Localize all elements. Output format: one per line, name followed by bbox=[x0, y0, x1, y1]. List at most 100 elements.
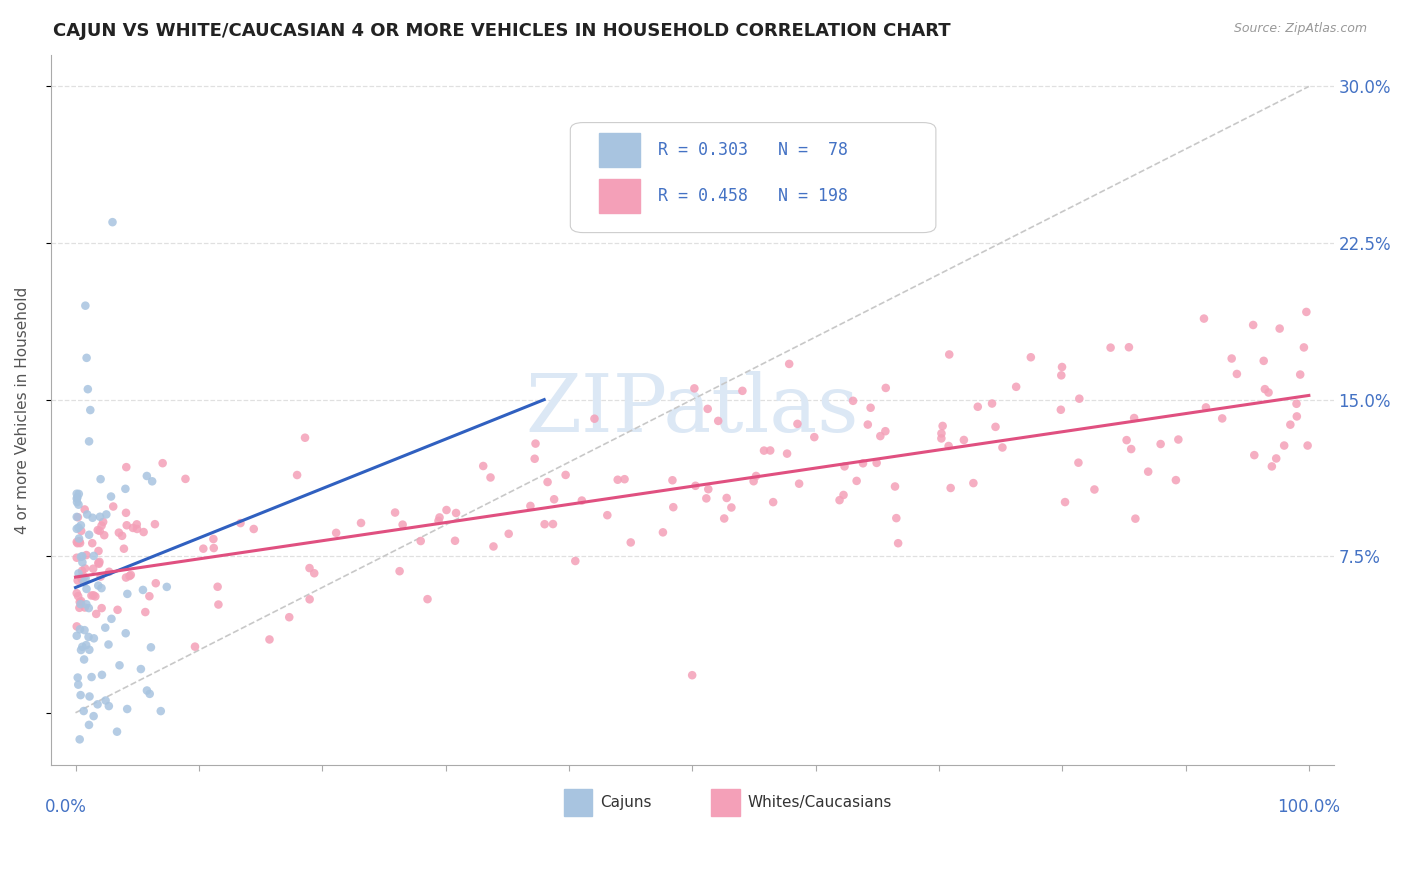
Point bbox=[1137, 465, 1160, 479]
Point bbox=[884, 479, 907, 493]
Text: 100.0%: 100.0% bbox=[1277, 797, 1340, 815]
Point bbox=[82, 536, 104, 550]
Point bbox=[1054, 495, 1077, 509]
Point bbox=[107, 603, 129, 617]
Point bbox=[524, 436, 547, 450]
Point bbox=[79, 642, 101, 657]
Point bbox=[1005, 380, 1028, 394]
Point bbox=[533, 517, 555, 532]
Point bbox=[79, 403, 101, 417]
Point bbox=[89, 509, 111, 524]
Point bbox=[1254, 382, 1277, 396]
Point bbox=[72, 555, 94, 569]
Point bbox=[70, 518, 93, 533]
Point bbox=[115, 460, 138, 475]
Point bbox=[70, 569, 93, 583]
Text: CAJUN VS WHITE/CAUCASIAN 4 OR MORE VEHICLES IN HOUSEHOLD CORRELATION CHART: CAJUN VS WHITE/CAUCASIAN 4 OR MORE VEHIC… bbox=[53, 22, 950, 40]
Point bbox=[87, 544, 110, 558]
Point bbox=[108, 525, 131, 540]
Point bbox=[66, 491, 89, 506]
Point bbox=[125, 522, 148, 536]
Point bbox=[66, 495, 89, 509]
Point bbox=[202, 541, 225, 555]
Point bbox=[778, 357, 800, 371]
Point bbox=[1253, 354, 1275, 368]
Point bbox=[325, 525, 347, 540]
Point bbox=[66, 522, 89, 536]
Point bbox=[1195, 401, 1218, 415]
Point bbox=[141, 475, 163, 489]
Text: Cajuns: Cajuns bbox=[600, 795, 651, 810]
Point bbox=[143, 517, 166, 532]
Point bbox=[73, 561, 96, 575]
Point bbox=[536, 475, 558, 489]
Point bbox=[67, 589, 90, 603]
Point bbox=[207, 598, 229, 612]
Point bbox=[72, 640, 94, 654]
Point bbox=[67, 532, 90, 546]
Point bbox=[444, 533, 467, 548]
Point bbox=[1149, 437, 1171, 451]
Point bbox=[72, 549, 94, 564]
Point bbox=[498, 526, 520, 541]
Point bbox=[87, 556, 110, 570]
Point bbox=[76, 582, 98, 596]
Point bbox=[115, 570, 138, 584]
Point bbox=[302, 566, 325, 581]
Point bbox=[596, 508, 619, 523]
Point bbox=[1121, 442, 1143, 456]
Point bbox=[105, 724, 128, 739]
Point bbox=[294, 431, 316, 445]
Point bbox=[931, 419, 953, 434]
Point bbox=[115, 702, 138, 716]
Point bbox=[931, 432, 953, 446]
Point bbox=[73, 502, 96, 516]
Point bbox=[661, 473, 683, 487]
Point bbox=[696, 401, 718, 416]
Point bbox=[543, 492, 565, 507]
Point bbox=[97, 638, 120, 652]
Point bbox=[1118, 340, 1140, 354]
Point bbox=[115, 518, 138, 533]
Point bbox=[884, 511, 907, 525]
Point bbox=[136, 683, 159, 698]
Point bbox=[75, 572, 97, 586]
Point bbox=[93, 528, 115, 542]
Point bbox=[613, 472, 636, 486]
Point bbox=[1099, 341, 1122, 355]
Point bbox=[76, 382, 98, 396]
Point bbox=[83, 549, 105, 563]
Point bbox=[842, 393, 865, 408]
Point bbox=[1123, 411, 1146, 425]
Point bbox=[77, 630, 100, 644]
Point bbox=[388, 564, 411, 578]
Point bbox=[1050, 359, 1073, 374]
Point bbox=[67, 487, 90, 501]
Text: Source: ZipAtlas.com: Source: ZipAtlas.com bbox=[1233, 22, 1367, 36]
Bar bbox=[599, 179, 640, 213]
Point bbox=[90, 518, 112, 533]
Point bbox=[875, 381, 897, 395]
Point bbox=[149, 704, 172, 718]
Point bbox=[720, 500, 742, 515]
Point bbox=[138, 589, 160, 603]
Point bbox=[1261, 459, 1284, 474]
Point bbox=[875, 424, 897, 438]
Point bbox=[67, 678, 90, 692]
Point bbox=[129, 662, 152, 676]
Point bbox=[695, 491, 717, 506]
Point bbox=[70, 524, 93, 538]
Point bbox=[90, 601, 112, 615]
Point bbox=[298, 561, 321, 575]
Point bbox=[651, 525, 673, 540]
Point bbox=[90, 472, 112, 486]
Point bbox=[991, 441, 1014, 455]
Point bbox=[662, 500, 685, 515]
Point bbox=[69, 622, 91, 636]
Point bbox=[98, 565, 121, 579]
Point bbox=[1279, 417, 1302, 432]
Point bbox=[89, 524, 111, 538]
Point bbox=[73, 600, 96, 615]
Point bbox=[96, 508, 118, 522]
Point bbox=[776, 447, 799, 461]
